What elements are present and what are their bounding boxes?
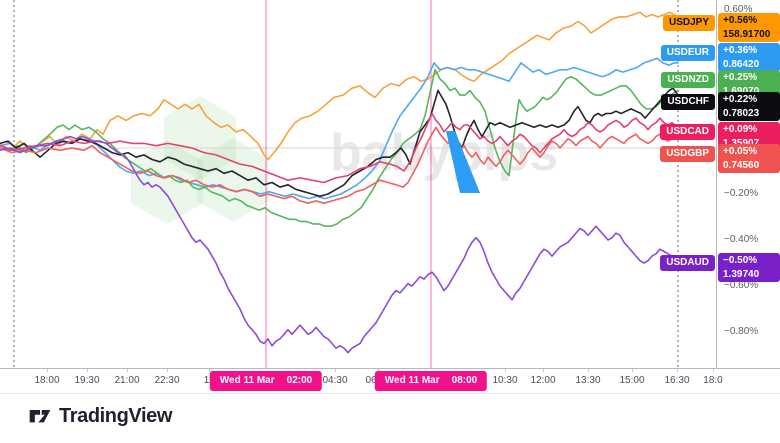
price-tick-label: 0.60%: [724, 4, 753, 15]
watermark-wordmark: babypips: [330, 124, 558, 182]
price-tick-label: −0.20%: [724, 188, 759, 199]
time-tick-mark: [167, 369, 168, 372]
time-tick-label: 22:30: [154, 375, 180, 386]
time-tick-mark: [378, 369, 379, 372]
time-tick-mark: [87, 369, 88, 372]
change-percent: −0.50%: [723, 255, 758, 266]
time-tick-label: 12:00: [530, 375, 556, 386]
price-tick-label: −0.80%: [724, 326, 759, 337]
time-tick-label: 13:30: [575, 375, 601, 386]
symbol-badge-usdcad[interactable]: USDCAD: [660, 124, 715, 140]
time-tick-label: 10:30: [492, 375, 518, 386]
chart-canvas[interactable]: babypips: [0, 0, 716, 368]
change-percent: +0.56%: [723, 15, 758, 26]
series-line-usdgbp[interactable]: [0, 126, 679, 204]
symbol-badge-usdeur[interactable]: USDEUR: [660, 45, 715, 61]
symbol-badge-usdchf[interactable]: USDCHF: [661, 94, 715, 110]
price-tick-label: −0.60%: [724, 280, 759, 291]
time-tick-mark: [588, 369, 589, 372]
series-line-usdcad[interactable]: [0, 112, 679, 184]
event-date-badge: Wed 11 Mar 02:00: [209, 371, 323, 391]
time-axis[interactable]: 18:0019:3021:0022:301104:3006:0010:3012:…: [0, 368, 780, 394]
change-percent: +0.25%: [723, 72, 758, 83]
change-percent: +0.22%: [723, 94, 758, 105]
time-tick-mark: [543, 369, 544, 372]
callout-pointer: [446, 131, 480, 193]
change-percent: +0.09%: [723, 124, 758, 135]
last-price: 158.91700: [723, 28, 771, 40]
change-percent: +0.36%: [723, 45, 758, 56]
series-line-usdchf[interactable]: [0, 87, 679, 198]
series-lines: [0, 11, 679, 354]
tradingview-logo-text: TradingView: [59, 404, 173, 427]
watermark-logo: [131, 96, 269, 224]
event-time: 08:00: [451, 375, 478, 386]
series-line-usdaud[interactable]: [0, 135, 679, 354]
chart-plot-area[interactable]: babypips USDJPY USDEUR USDNZD USDCHF USDCAD U…: [0, 0, 716, 368]
event-date-badge: Wed 11 Mar 08:00: [374, 371, 488, 391]
footer-bar: TradingView: [0, 395, 780, 443]
last-price: 0.74560: [723, 159, 760, 171]
time-tick-mark: [127, 369, 128, 372]
last-price: 1.69070: [723, 85, 760, 97]
price-badge-usdgbp[interactable]: +0.05% 0.74560: [718, 144, 780, 173]
price-badge-usdeur[interactable]: +0.36% 0.86420: [718, 43, 780, 72]
last-price: 0.78023: [723, 107, 760, 119]
time-tick-label: 04:30: [322, 375, 348, 386]
time-tick-label: 16:30: [664, 375, 690, 386]
symbol-badge-usdgbp[interactable]: USDGBP: [660, 146, 715, 162]
symbol-badge-usdnzd[interactable]: USDNZD: [661, 72, 715, 88]
change-percent: +0.05%: [723, 146, 758, 157]
time-tick-label: 15:00: [619, 375, 645, 386]
price-badge-usdjpy[interactable]: +0.56% 158.91700: [718, 13, 780, 42]
price-axis[interactable]: 0.60% −0.20% −0.40% −0.60% −0.80% +0.56% 158.9…: [716, 0, 780, 394]
time-tick-label: 18:00: [34, 375, 60, 386]
price-badge-usdchf[interactable]: +0.22% 0.78023: [718, 92, 780, 121]
time-tick-mark: [713, 369, 714, 372]
series-line-usdeur[interactable]: [0, 57, 679, 200]
symbol-badge-usdaud[interactable]: USDAUD: [660, 255, 715, 271]
series-line-usdjpy[interactable]: [0, 11, 679, 161]
last-price: 1.35907: [723, 137, 760, 149]
event-time: 02:00: [286, 375, 313, 386]
time-tick-mark: [505, 369, 506, 372]
tradingview-logo[interactable]: TradingView: [28, 404, 172, 428]
event-date: Wed 11 Mar: [384, 375, 440, 386]
time-tick-mark: [47, 369, 48, 372]
time-tick-mark: [209, 369, 210, 372]
time-tick-label: 21:00: [114, 375, 140, 386]
event-date: Wed 11 Mar: [219, 375, 275, 386]
time-tick-mark: [335, 369, 336, 372]
time-tick-label: 18:0: [703, 375, 723, 386]
cpi-event-callout[interactable]: US Consumer Price Index: [470, 197, 605, 209]
tradingview-logo-icon: [29, 410, 51, 423]
series-line-usdnzd[interactable]: [0, 69, 679, 227]
time-tick-label: 19:30: [74, 375, 100, 386]
time-tick-mark: [632, 369, 633, 372]
price-tick-label: −0.40%: [724, 234, 759, 245]
symbol-badge-usdjpy[interactable]: USDJPY: [662, 15, 715, 31]
last-price: 0.86420: [723, 58, 760, 70]
time-tick-label: 11: [204, 375, 214, 386]
price-badge-usdaud[interactable]: −0.50% 1.39740: [718, 253, 780, 282]
time-tick-mark: [677, 369, 678, 372]
last-price: 1.39740: [723, 268, 760, 280]
